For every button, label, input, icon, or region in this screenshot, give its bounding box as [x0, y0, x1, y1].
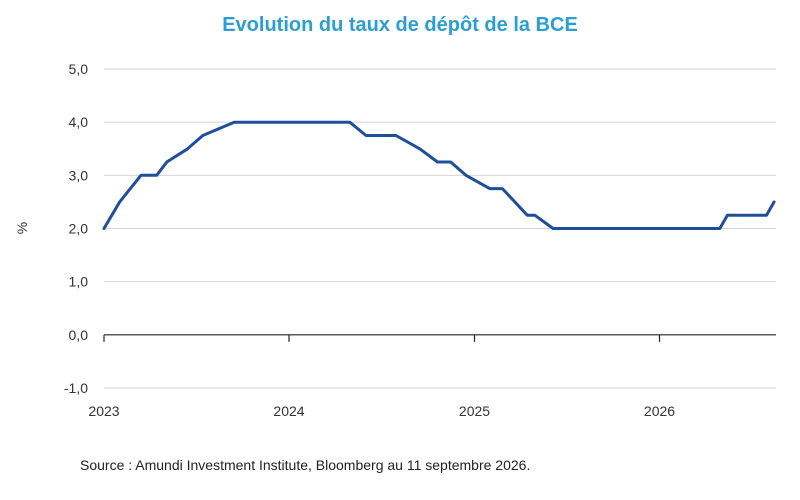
y-tick-label: 0,0: [69, 327, 89, 343]
series-line-deposit-rate: [102, 120, 776, 230]
y-tick-label: 4,0: [69, 114, 89, 130]
chart-title: Evolution du taux de dépôt de la BCE: [222, 14, 578, 36]
y-axis-label: %: [14, 222, 30, 234]
y-tick-label: -1,0: [64, 380, 88, 396]
x-tick-label: 2025: [459, 403, 490, 419]
x-tick-label: 2024: [273, 403, 304, 419]
y-tick-label: 2,0: [69, 221, 89, 237]
x-axis-ticks: 2023 2024 2025 2026: [88, 403, 675, 419]
series-layer: [102, 120, 776, 230]
y-tick-label: 1,0: [69, 274, 89, 290]
x-tick-label: 2026: [644, 403, 675, 419]
y-tick-label: 3,0: [69, 167, 89, 183]
y-tick-label: 5,0: [69, 61, 89, 77]
source-note: Source : Amundi Investment Institute, Bl…: [80, 457, 531, 473]
x-axis: [103, 334, 776, 342]
y-axis-ticks: 5,0 4,0 3,0 2,0 1,0 0,0 -1,0: [64, 61, 88, 396]
x-tick-label: 2023: [88, 403, 119, 419]
